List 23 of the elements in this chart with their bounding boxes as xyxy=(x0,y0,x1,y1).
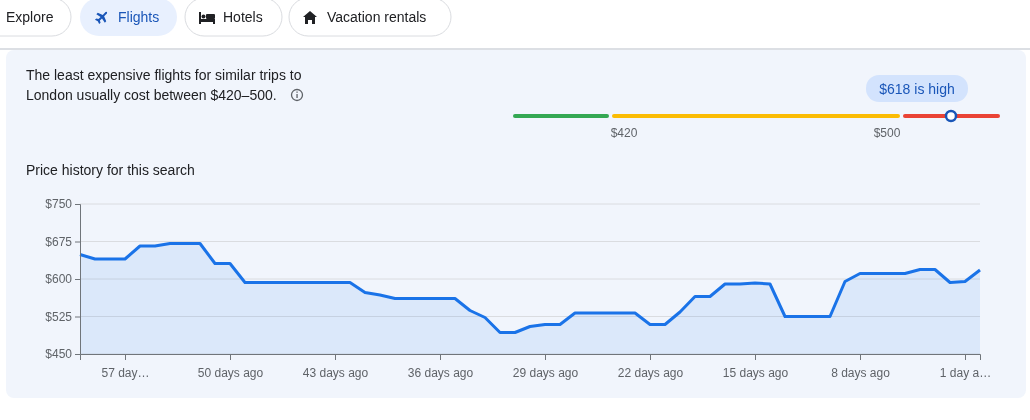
text: $420 xyxy=(610,126,638,140)
y-tick-label: $600 xyxy=(45,272,73,287)
category-label: Flights xyxy=(118,9,160,25)
text: The least expensive flights for similar trips to London usually cost between $420–500. xyxy=(26,67,302,103)
x-tick-label: 1 day a… xyxy=(939,366,992,381)
y-tick-label: $675 xyxy=(45,234,73,249)
x-tick-label: 43 days ago xyxy=(302,366,369,381)
x-tick-label: 57 day… xyxy=(101,366,150,381)
x-tick-label: 8 days ago xyxy=(831,366,891,381)
x-tick-label: 29 days ago xyxy=(512,366,579,381)
chart-title: Price history for this search xyxy=(26,162,195,178)
category-label: Vacation rentals xyxy=(327,9,427,25)
category-label: Hotels xyxy=(223,9,263,25)
x-tick-label: 22 days ago xyxy=(617,366,684,381)
y-tick-label: $750 xyxy=(45,197,73,212)
text: $618 is high xyxy=(879,81,955,97)
y-tick-label: $450 xyxy=(45,347,73,362)
x-tick-label: 36 days ago xyxy=(407,366,474,381)
x-tick-label: 15 days ago xyxy=(722,366,789,381)
category-label: Explore xyxy=(6,9,54,25)
text: $500 xyxy=(873,126,901,140)
x-tick-label: 50 days ago xyxy=(197,366,264,381)
y-tick-label: $525 xyxy=(45,309,73,324)
